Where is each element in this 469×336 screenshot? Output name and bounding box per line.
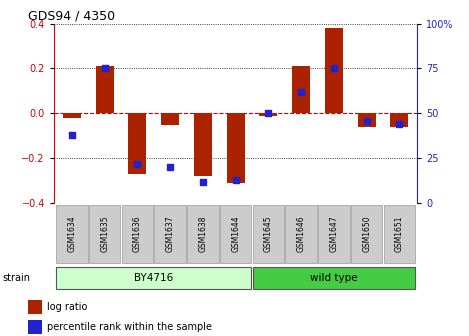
Text: wild type: wild type xyxy=(310,272,358,283)
Bar xyxy=(358,114,376,127)
Bar xyxy=(63,114,81,118)
Text: percentile rank within the sample: percentile rank within the sample xyxy=(46,322,212,332)
Text: GSM1647: GSM1647 xyxy=(329,215,339,252)
Bar xyxy=(318,205,349,262)
Bar xyxy=(220,205,251,262)
Text: GSM1644: GSM1644 xyxy=(231,215,240,252)
Text: GSM1638: GSM1638 xyxy=(198,216,207,252)
Point xyxy=(330,66,338,71)
Point xyxy=(232,177,239,182)
Text: GSM1645: GSM1645 xyxy=(264,215,273,252)
Bar xyxy=(286,205,317,262)
Point xyxy=(363,118,371,123)
Text: strain: strain xyxy=(2,273,30,283)
Bar xyxy=(96,66,113,114)
Bar xyxy=(89,205,121,262)
Bar xyxy=(122,205,153,262)
Bar xyxy=(253,267,415,289)
Text: GSM1635: GSM1635 xyxy=(100,215,109,252)
Bar xyxy=(253,205,284,262)
Text: GSM1634: GSM1634 xyxy=(68,215,76,252)
Bar xyxy=(194,114,212,176)
Text: GDS94 / 4350: GDS94 / 4350 xyxy=(29,9,116,23)
Point xyxy=(134,161,141,166)
Bar xyxy=(161,114,179,125)
Bar xyxy=(154,205,186,262)
Text: BY4716: BY4716 xyxy=(134,272,174,283)
Text: GSM1646: GSM1646 xyxy=(297,215,306,252)
Point xyxy=(297,89,305,94)
Text: log ratio: log ratio xyxy=(46,302,87,311)
Point xyxy=(265,111,272,116)
Point xyxy=(396,122,403,127)
Point xyxy=(101,66,108,71)
Bar xyxy=(351,205,382,262)
Bar xyxy=(259,114,278,116)
Text: GSM1636: GSM1636 xyxy=(133,215,142,252)
Bar xyxy=(227,114,245,183)
Bar xyxy=(129,114,146,174)
Bar xyxy=(187,205,219,262)
Bar xyxy=(292,66,310,114)
Bar xyxy=(28,320,42,334)
Bar xyxy=(325,28,343,114)
Point xyxy=(166,165,174,170)
Point xyxy=(68,132,76,138)
Bar xyxy=(390,114,408,127)
Bar xyxy=(56,205,88,262)
Bar xyxy=(384,205,415,262)
Text: GSM1651: GSM1651 xyxy=(395,216,404,252)
Point xyxy=(199,179,207,184)
Text: GSM1650: GSM1650 xyxy=(362,215,371,252)
Bar xyxy=(56,267,251,289)
Text: GSM1637: GSM1637 xyxy=(166,215,174,252)
Bar xyxy=(28,300,42,314)
